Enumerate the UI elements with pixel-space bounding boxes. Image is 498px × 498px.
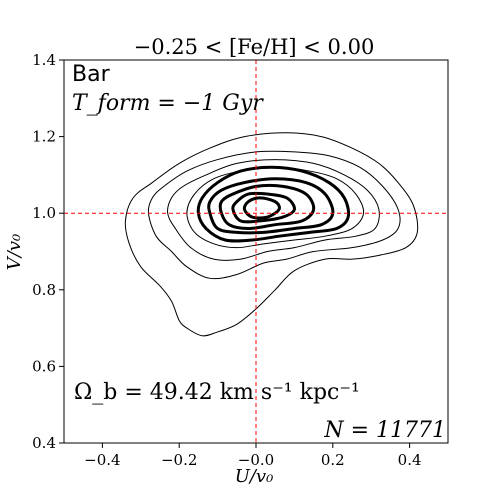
omega-label: Ω_b = 49.42 km s⁻¹ kpc⁻¹ <box>74 380 360 405</box>
contour-level-9 <box>242 196 281 220</box>
contour-level-5 <box>196 165 351 243</box>
x-tick-label: −0.2 <box>161 451 197 469</box>
y-tick-label: 0.6 <box>32 357 56 375</box>
contour-level-1 <box>124 132 419 337</box>
y-tick-label: 1.0 <box>32 204 56 222</box>
contours-layer <box>124 132 419 337</box>
bar-label: Bar <box>72 62 111 87</box>
x-tick-label: 0.2 <box>321 451 345 469</box>
reference-lines <box>64 60 448 443</box>
n-label: N = 11771 <box>323 418 446 443</box>
y-tick-label: 0.4 <box>32 434 56 452</box>
contour-level-3 <box>167 159 380 261</box>
y-tick-label: 1.2 <box>32 128 56 146</box>
contour-level-7 <box>218 183 316 231</box>
x-axis-ticks: −0.4 −0.2 −0.0 0.2 0.4 <box>84 443 422 469</box>
y-tick-label: 0.8 <box>32 281 56 299</box>
tform-label: T_form = −1 Gyr <box>72 91 264 116</box>
x-tick-label: −0.0 <box>238 451 274 469</box>
contour-level-2 <box>147 150 401 280</box>
y-axis-ticks: 0.4 0.6 0.8 1.0 1.2 1.4 <box>32 51 64 452</box>
x-tick-label: 0.4 <box>398 451 422 469</box>
y-axis-label: V/v₀ <box>4 234 25 270</box>
y-tick-label: 1.4 <box>32 51 56 69</box>
contour-level-8 <box>231 191 296 224</box>
x-tick-label: −0.4 <box>84 451 120 469</box>
chart-title: −0.25 < [Fe/H] < 0.00 <box>134 35 375 59</box>
x-axis-label: U/v₀ <box>235 466 274 487</box>
contour-level-6 <box>207 177 335 235</box>
